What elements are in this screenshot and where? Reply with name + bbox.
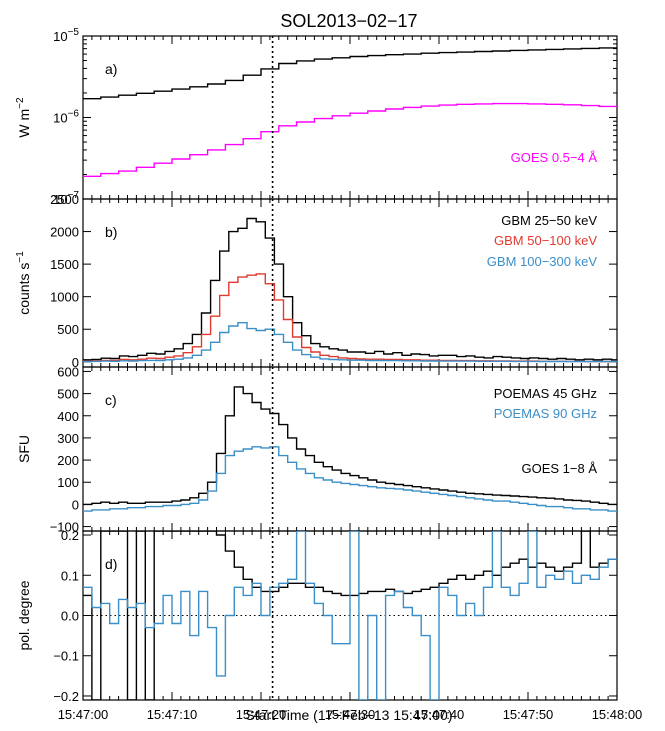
series-line xyxy=(83,273,617,363)
panel-b: 0 500 1000 1500 2000 2500 counts s−1 b) GBM 25−5… xyxy=(15,192,618,370)
y-axis-label: counts s−1 xyxy=(15,251,32,315)
panel-label: b) xyxy=(105,224,117,240)
y-tick-label: 400 xyxy=(57,409,79,424)
y-tick-label: 300 xyxy=(57,431,79,446)
legend-entry: GBM 50−100 keV xyxy=(494,233,597,248)
x-tick-label: 15:47:30 xyxy=(325,707,376,722)
y-tick-label: 10−6 xyxy=(53,109,79,126)
y-tick-label: 2000 xyxy=(50,225,79,240)
panel-label: d) xyxy=(105,556,117,572)
panel-d: −0.2 −0.1 0.0 0.1 0.2 pol. degree d) xyxy=(16,528,618,704)
legend-entry: POEMAS 45 GHz xyxy=(494,386,597,401)
x-axis-label: Start Time (17−Feb−13 15:47:00) xyxy=(245,707,452,723)
series-line xyxy=(83,386,617,506)
y-tick-label: 0.2 xyxy=(61,528,79,543)
chart-title: SOL2013−02−17 xyxy=(280,11,417,31)
y-tick-label: 0 xyxy=(72,355,79,370)
panel-frame xyxy=(82,35,618,200)
series-line xyxy=(83,47,617,100)
y-tick-label: −0.2 xyxy=(53,689,79,704)
legend-entry: GBM 25−50 keV xyxy=(501,213,597,228)
x-tick-label: 15:47:00 xyxy=(58,707,109,722)
y-tick-label: 0.0 xyxy=(61,609,79,624)
y-tick-label: 10−5 xyxy=(53,27,79,44)
series-line xyxy=(83,446,617,512)
legend-entry: POEMAS 90 GHz xyxy=(494,406,597,421)
y-tick-label: 1500 xyxy=(50,257,79,272)
y-tick-label: 0.1 xyxy=(61,568,79,583)
panel-c: −100 0 100 200 300 400 500 600 SFU c) POEMAS 45 GH… xyxy=(16,364,618,535)
series-line xyxy=(83,102,617,177)
y-tick-label: 100 xyxy=(57,475,79,490)
y-axis-label: pol. degree xyxy=(16,580,32,650)
y-tick-label: 600 xyxy=(57,364,79,379)
x-tick-label: 15:47:40 xyxy=(414,707,465,722)
y-tick-label: −100 xyxy=(50,520,79,535)
y-tick-label: 200 xyxy=(57,453,79,468)
y-tick-label: −0.1 xyxy=(53,649,79,664)
legend-entry: GOES 0.5−4 Å xyxy=(511,150,598,165)
legend-entry: GOES 1−8 Å xyxy=(521,461,597,476)
y-tick-label: 2500 xyxy=(50,192,79,207)
y-axis-label: W m−2 xyxy=(15,97,32,138)
series-line xyxy=(83,531,617,700)
series-line xyxy=(83,322,617,363)
panel-label: a) xyxy=(105,61,117,77)
x-tick-label: 15:48:00 xyxy=(592,707,643,722)
x-tick-label: 15:47:50 xyxy=(503,707,554,722)
panel-label: c) xyxy=(105,392,117,408)
series-line xyxy=(83,217,617,361)
y-axis-label: SFU xyxy=(16,435,32,463)
legend-entry: GBM 100−300 keV xyxy=(487,254,598,269)
y-tick-label: 500 xyxy=(57,387,79,402)
y-tick-label: 500 xyxy=(57,322,79,337)
x-tick-label: 15:47:20 xyxy=(236,707,287,722)
y-tick-label: 1000 xyxy=(50,290,79,305)
x-tick-label: 15:47:10 xyxy=(147,707,198,722)
y-tick-label: 0 xyxy=(72,497,79,512)
